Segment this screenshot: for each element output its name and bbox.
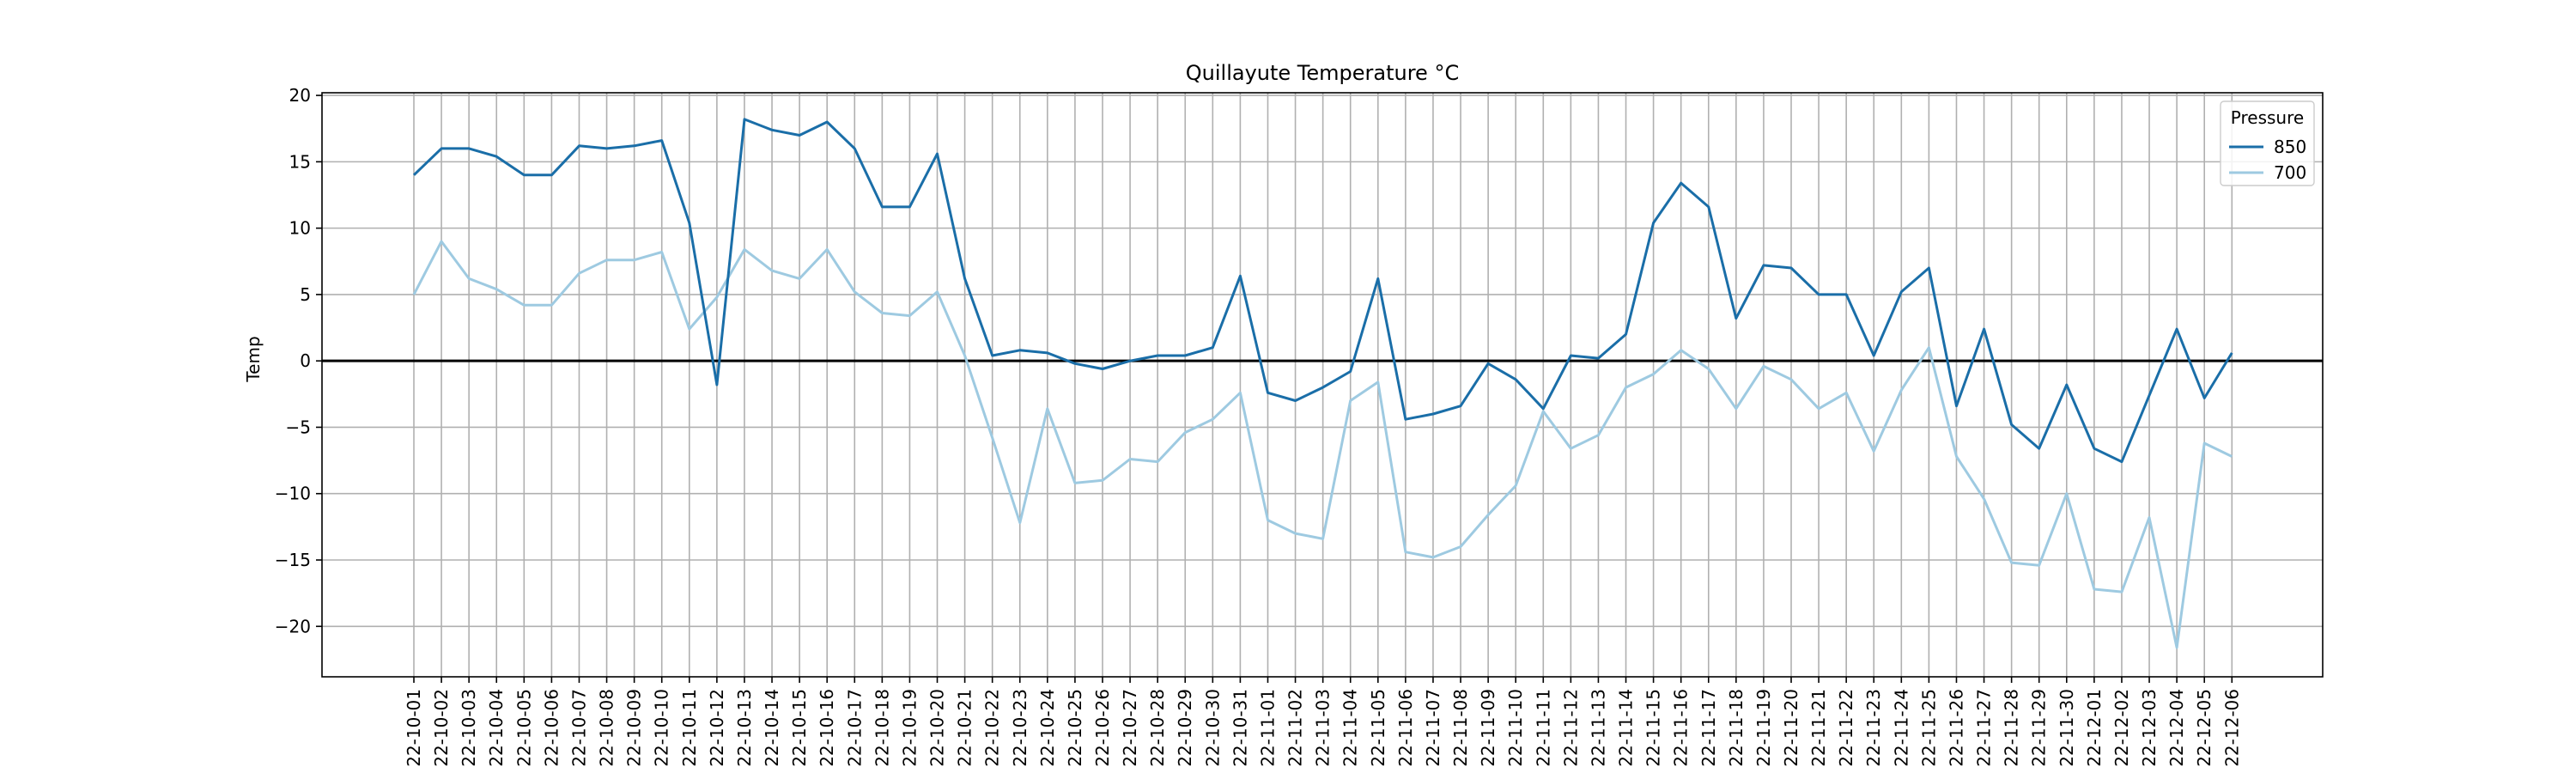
x-tick-label: 22-10-22 <box>982 689 1003 767</box>
x-tick-label: 22-10-23 <box>1010 689 1030 767</box>
x-tick-label: 22-11-27 <box>1974 689 1995 767</box>
x-tick-label: 22-11-19 <box>1753 689 1774 767</box>
x-tick-label: 22-10-13 <box>734 689 755 767</box>
x-tick-label: 22-11-09 <box>1478 689 1498 767</box>
x-tick-label: 22-12-05 <box>2194 689 2215 767</box>
y-tick-label: −20 <box>275 616 311 636</box>
x-tick-label: 22-10-21 <box>955 689 975 767</box>
y-tick-label: 5 <box>300 284 311 305</box>
x-tick-label: 22-10-10 <box>652 689 672 767</box>
x-tick-label: 22-10-09 <box>624 689 645 767</box>
x-tick-label: 22-12-03 <box>2139 689 2160 767</box>
x-tick-label: 22-11-14 <box>1616 689 1637 767</box>
x-tick-label: 22-11-26 <box>1946 689 1966 767</box>
legend-title: Pressure <box>2231 107 2304 128</box>
x-tick-label: 22-11-03 <box>1313 689 1334 767</box>
x-tick-label: 22-11-20 <box>1781 689 1801 767</box>
x-tick-label: 22-11-07 <box>1423 689 1443 767</box>
x-tick-label: 22-11-02 <box>1285 689 1306 767</box>
x-tick-label: 22-11-04 <box>1340 689 1361 767</box>
x-tick-label: 22-10-04 <box>486 689 507 767</box>
y-tick-label: −15 <box>275 550 311 570</box>
legend-box <box>2220 100 2315 186</box>
chart-title: Quillayute Temperature °C <box>1186 61 1459 85</box>
x-tick-label: 22-10-27 <box>1120 689 1140 767</box>
x-tick-label: 22-10-05 <box>513 689 534 767</box>
y-axis-label: Temp <box>243 336 264 382</box>
x-tick-label: 22-12-02 <box>2111 689 2132 767</box>
x-tick-label: 22-11-08 <box>1450 689 1471 767</box>
x-tick-label: 22-10-14 <box>762 689 782 767</box>
legend-label-700: 700 <box>2274 162 2306 183</box>
x-tick-label: 22-10-30 <box>1202 689 1223 767</box>
x-tick-label: 22-10-11 <box>679 689 700 767</box>
y-axis: −20 −15 −10 −5 0 5 10 15 20 <box>275 85 322 636</box>
x-tick-label: 22-10-28 <box>1147 689 1168 767</box>
legend-label-850: 850 <box>2274 137 2306 157</box>
x-tick-label: 22-11-05 <box>1368 689 1388 767</box>
x-tick-label: 22-11-24 <box>1891 689 1911 767</box>
x-tick-label: 22-10-31 <box>1230 689 1250 767</box>
x-tick-label: 22-11-13 <box>1588 689 1608 767</box>
x-tick-label: 22-10-07 <box>568 689 589 767</box>
x-tick-label: 22-10-02 <box>431 689 452 767</box>
x-tick-label: 22-10-08 <box>597 689 617 767</box>
x-tick-label: 22-10-15 <box>789 689 810 767</box>
x-tick-label: 22-10-25 <box>1065 689 1085 767</box>
x-tick-label: 22-11-11 <box>1533 689 1553 767</box>
y-tick-label: 10 <box>289 218 311 239</box>
y-tick-label: 20 <box>289 85 311 106</box>
x-tick-label: 22-11-10 <box>1505 689 1526 767</box>
x-tick-label: 22-10-01 <box>404 689 424 767</box>
x-tick-label: 22-11-30 <box>2057 689 2077 767</box>
x-tick-label: 22-11-01 <box>1257 689 1278 767</box>
series-layer <box>412 118 2233 649</box>
grid <box>322 93 2323 677</box>
x-tick-label: 22-11-16 <box>1671 689 1692 767</box>
x-tick-label: 22-10-19 <box>899 689 920 767</box>
x-tick-label: 22-11-06 <box>1395 689 1416 767</box>
x-axis: 22-10-01 22-10-02 22-10-03 22-10-04 22-10-05… <box>404 677 2242 767</box>
x-tick-label: 22-11-18 <box>1726 689 1747 767</box>
series-line-850 <box>412 118 2233 464</box>
x-tick-label: 22-10-29 <box>1175 689 1195 767</box>
x-tick-label: 22-11-25 <box>1918 689 1939 767</box>
x-tick-label: 22-10-17 <box>844 689 865 767</box>
x-tick-label: 22-12-06 <box>2221 689 2242 767</box>
x-tick-label: 22-10-03 <box>459 689 479 767</box>
y-tick-label: −5 <box>286 417 311 437</box>
x-tick-label: 22-10-18 <box>872 689 892 767</box>
y-tick-label: 15 <box>289 151 311 172</box>
y-tick-label: 0 <box>300 350 311 371</box>
x-tick-label: 22-11-15 <box>1643 689 1664 767</box>
x-tick-label: 22-11-12 <box>1560 689 1581 767</box>
x-tick-label: 22-11-22 <box>1836 689 1856 767</box>
x-tick-label: 22-12-04 <box>2166 689 2187 767</box>
x-tick-label: 22-10-12 <box>707 689 727 767</box>
x-tick-label: 22-10-06 <box>541 689 562 767</box>
x-tick-label: 22-11-21 <box>1808 689 1829 767</box>
x-tick-label: 22-11-29 <box>2029 689 2050 767</box>
x-tick-label: 22-11-17 <box>1698 689 1719 767</box>
x-tick-label: 22-10-24 <box>1037 689 1058 767</box>
x-tick-label: 22-12-01 <box>2084 689 2105 767</box>
series-line-700 <box>412 240 2233 649</box>
x-tick-label: 22-10-26 <box>1092 689 1113 767</box>
x-tick-label: 22-11-23 <box>1863 689 1884 767</box>
x-tick-label: 22-10-20 <box>927 689 948 767</box>
x-tick-label: 22-10-16 <box>817 689 837 767</box>
y-tick-label: −10 <box>275 484 311 504</box>
x-tick-label: 22-11-28 <box>2002 689 2022 767</box>
